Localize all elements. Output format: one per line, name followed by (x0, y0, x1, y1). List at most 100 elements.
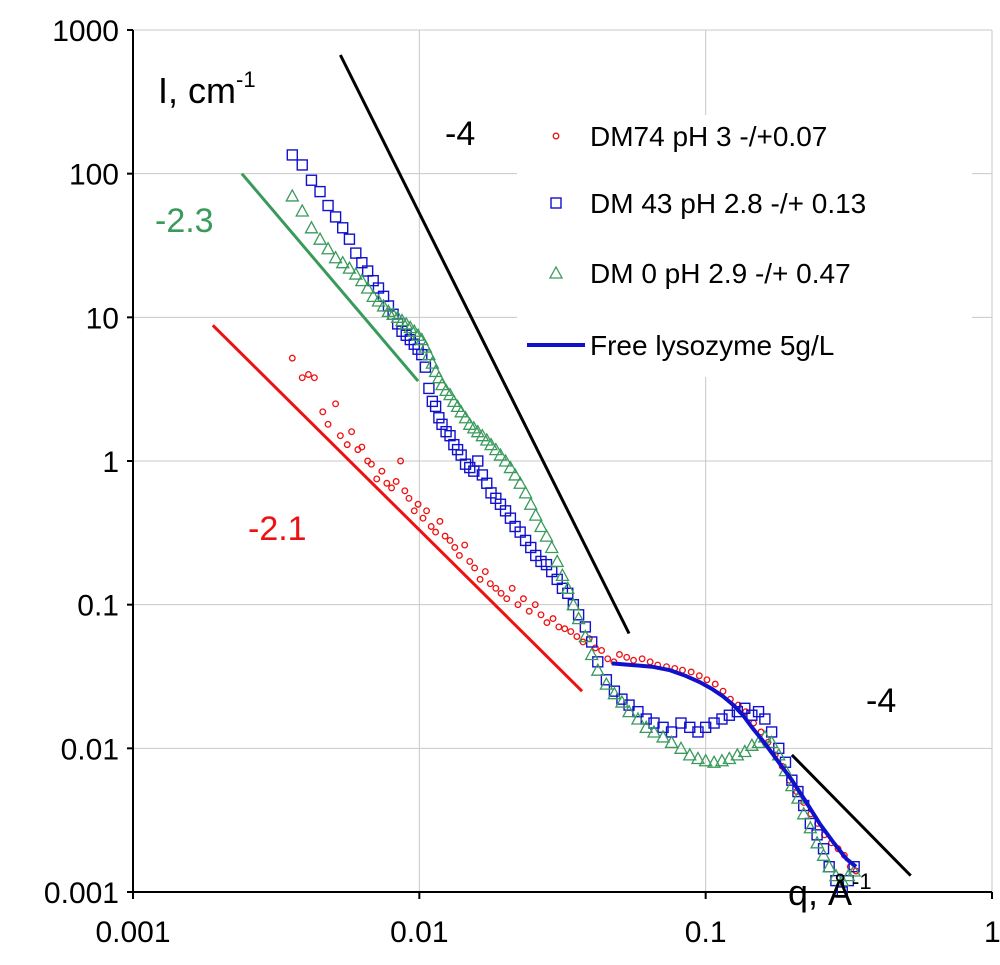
data-point-circle (604, 655, 612, 663)
data-point-triangle (607, 686, 622, 700)
data-point-circle (373, 475, 381, 483)
data-point-triangle (518, 485, 533, 499)
data-point-circle (343, 441, 351, 449)
data-point-circle (497, 589, 505, 597)
data-point-square (436, 418, 448, 431)
slope-label-steep-right: -4 (866, 682, 896, 720)
data-point-triangle (454, 404, 469, 418)
data-point-circle (531, 601, 539, 609)
slope-line (240, 172, 420, 383)
data-point-triangle (621, 704, 637, 718)
data-point-square (723, 709, 736, 721)
data-point-square (343, 233, 356, 245)
legend-label: DM 0 pH 2.9 -/+ 0.47 (590, 258, 851, 289)
data-point-triangle (566, 597, 581, 611)
data-point-square (416, 348, 428, 361)
data-point-circle (378, 467, 386, 475)
data-point-circle (719, 687, 727, 695)
data-point-circle (471, 564, 479, 572)
data-point-square (804, 817, 817, 830)
y-tick-label: 100 (69, 159, 119, 192)
data-point-square (322, 199, 334, 212)
data-point-triangle (513, 475, 528, 489)
data-point-square (759, 713, 771, 725)
data-point-square (739, 702, 751, 714)
data-point-circle (324, 420, 332, 428)
data-point-square (433, 412, 445, 424)
data-point-circle (332, 400, 340, 408)
data-point-triangle (744, 737, 759, 751)
data-point-circle (598, 647, 606, 654)
data-point-triangle (348, 266, 363, 280)
data-point-triangle (571, 611, 586, 625)
data-point-triangle (508, 467, 523, 481)
data-point-circle (405, 494, 413, 502)
data-point-triangle (493, 447, 508, 461)
data-point-triangle (431, 370, 446, 384)
data-point-circle (305, 371, 312, 378)
data-point-circle (319, 408, 327, 416)
data-point-square (356, 257, 368, 269)
data-point-circle (455, 552, 463, 559)
data-point-triangle (578, 629, 593, 643)
data-point-circle (441, 532, 449, 540)
data-point-triangle (371, 293, 386, 307)
data-point-circle (392, 478, 400, 485)
data-point-square (817, 843, 830, 855)
legend-label: DM74 pH 3 -/+0.07 (590, 121, 827, 152)
data-point-circle (514, 601, 522, 609)
data-point-triangle (764, 735, 779, 749)
data-point-triangle (498, 453, 513, 467)
data-point-square (350, 247, 362, 259)
data-point-square (579, 621, 592, 633)
data-point-triangle (421, 347, 436, 361)
data-point-square (608, 685, 621, 697)
data-point-triangle (418, 339, 433, 353)
data-point-triangle (555, 567, 570, 581)
data-point-circle (525, 607, 533, 615)
data-point-circle (461, 541, 469, 549)
data-point-triangle (414, 332, 429, 346)
legend-label: Free lysozyme 5g/L (590, 330, 834, 361)
data-point-circle (537, 611, 545, 619)
x-tick-labels: 0.001 0.01 0.1 1 (95, 916, 1000, 949)
data-point-square (314, 185, 326, 198)
data-point-triangle (320, 241, 336, 255)
data-point-square (472, 455, 484, 467)
data-point-triangle (673, 740, 689, 754)
data-point-square (305, 174, 318, 186)
data-point-circle (573, 633, 581, 640)
legend: DM74 pH 3 -/+0.07 DM 43 pH 2.8 -/+ 0.13 DM… (517, 115, 972, 377)
data-point-circle (695, 672, 703, 680)
data-point-triangle (312, 231, 328, 245)
data-point-triangle (682, 747, 697, 761)
slope-label-red: -2.1 (248, 510, 307, 548)
data-point-circle (711, 680, 719, 688)
data-point-circle (638, 655, 646, 663)
data-point-square (848, 861, 860, 873)
data-point-circle (503, 595, 511, 603)
slope-label-steep-left: -4 (445, 115, 475, 153)
data-point-circle (543, 619, 551, 627)
data-point-triangle (584, 647, 599, 661)
data-point-square (773, 742, 785, 755)
data-point-square (716, 713, 728, 725)
data-point-triangle (295, 203, 310, 217)
data-point-square (811, 829, 823, 841)
data-point-triangle (366, 288, 381, 302)
data-point-square (296, 159, 308, 171)
data-point-circle (486, 580, 494, 588)
data-point-circle (427, 523, 435, 530)
data-point-square (286, 149, 298, 161)
data-point-triangle (503, 460, 518, 474)
data-point-circle (298, 374, 306, 382)
data-point-triangle (796, 806, 811, 820)
legend-swatch-circle (552, 132, 560, 140)
data-point-triangle (803, 820, 818, 834)
data-point-triangle (425, 355, 440, 369)
data-point-triangle (550, 554, 565, 568)
data-point-triangle (528, 507, 543, 521)
data-point-circle (451, 544, 459, 551)
data-point-triangle (790, 790, 806, 804)
